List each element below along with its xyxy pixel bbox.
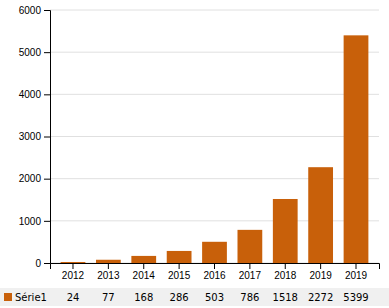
x-axis-line — [51, 264, 380, 270]
bar — [273, 199, 298, 263]
data-label: 24 — [67, 292, 80, 303]
x-tick-mark — [285, 263, 286, 269]
x-tick: 2019 — [310, 263, 333, 281]
x-axis: 2012 2013 2014 2015 2016 2017 2018 2019 2019 — [51, 263, 380, 281]
bar — [61, 262, 86, 263]
bar — [131, 256, 156, 263]
x-tick-mark — [356, 263, 357, 269]
data-label: 503 — [205, 292, 224, 303]
data-label: 2272 — [308, 292, 333, 303]
y-tick-label: 0 — [35, 258, 41, 269]
y-tick-mark — [44, 52, 50, 53]
x-tick-mark — [214, 263, 215, 269]
table-row: Série1 24 77 168 286 503 786 1518 2272 5399 — [0, 288, 389, 306]
grid — [50, 10, 379, 263]
x-tick-label: 2015 — [168, 270, 191, 281]
x-tick: 2016 — [203, 263, 226, 281]
y-tick-mark — [44, 179, 50, 180]
y-tick: 2000 — [19, 173, 50, 184]
x-tick: 2019 — [345, 263, 368, 281]
y-tick-label: 2000 — [19, 173, 42, 184]
x-tick: 2018 — [274, 263, 297, 281]
y-tick-mark — [44, 263, 50, 264]
y-tick-label: 1000 — [19, 216, 42, 227]
bar — [237, 230, 262, 263]
bar — [308, 167, 333, 263]
grid-line — [50, 10, 379, 11]
y-tick: 4000 — [19, 89, 50, 100]
x-tick-mark — [249, 263, 250, 269]
legend: Série1 — [4, 292, 47, 303]
grid-line — [50, 94, 379, 95]
data-label: 786 — [240, 292, 259, 303]
bar — [202, 242, 227, 263]
x-tick-label: 2014 — [133, 270, 156, 281]
x-tick-label: 2013 — [97, 270, 120, 281]
bar — [167, 251, 192, 263]
x-tick-mark — [179, 263, 180, 269]
x-tick-label: 2019 — [310, 270, 333, 281]
y-tick: 3000 — [19, 131, 50, 142]
y-tick: 5000 — [19, 47, 50, 58]
table-row-background — [0, 288, 389, 306]
chart: 0100020003000400050006000201220132014201… — [0, 0, 389, 308]
data-label: 1518 — [273, 292, 298, 303]
data-label: 286 — [170, 292, 189, 303]
x-tick-mark — [72, 263, 73, 269]
x-tick-label: 2017 — [239, 270, 262, 281]
x-tick-mark — [108, 263, 109, 269]
x-tick-mark — [143, 263, 144, 269]
bar — [96, 260, 121, 263]
y-tick: 6000 — [19, 5, 50, 16]
data-label: 5399 — [343, 292, 368, 303]
y-tick-label: 6000 — [19, 5, 42, 16]
y-tick-label: 4000 — [19, 89, 42, 100]
x-tick: 2012 — [62, 263, 85, 281]
legend-swatch — [4, 293, 12, 301]
data-labels: 24 77 168 286 503 786 1518 2272 5399 — [67, 292, 369, 303]
y-axis: 0 1000 2000 3000 4000 5000 6000 — [19, 5, 51, 269]
x-tick-label: 2018 — [274, 270, 297, 281]
x-tick: 2017 — [239, 263, 262, 281]
y-tick: 1000 — [19, 216, 50, 227]
y-tick-label: 5000 — [19, 47, 42, 58]
x-tick-label: 2012 — [62, 270, 85, 281]
plot: 0100020003000400050006000201220132014201… — [19, 5, 380, 281]
y-tick: 0 — [35, 258, 50, 269]
x-tick-label: 2016 — [203, 270, 226, 281]
data-label: 77 — [102, 292, 115, 303]
data-label: 168 — [134, 292, 153, 303]
y-tick-mark — [44, 137, 50, 138]
y-tick-mark — [44, 221, 50, 222]
bar — [344, 35, 369, 263]
grid-line — [50, 52, 379, 53]
bars — [61, 35, 369, 263]
grid-line — [50, 136, 379, 137]
legend-label: Série1 — [15, 292, 47, 303]
y-tick-mark — [44, 94, 50, 95]
x-tick: 2014 — [133, 263, 156, 281]
x-tick-mark — [320, 263, 321, 269]
x-tick: 2013 — [97, 263, 120, 281]
y-tick-mark — [44, 10, 50, 11]
y-tick-label: 3000 — [19, 131, 42, 142]
x-tick-label: 2019 — [345, 270, 368, 281]
y-axis-line — [44, 11, 51, 264]
x-tick: 2015 — [168, 263, 191, 281]
